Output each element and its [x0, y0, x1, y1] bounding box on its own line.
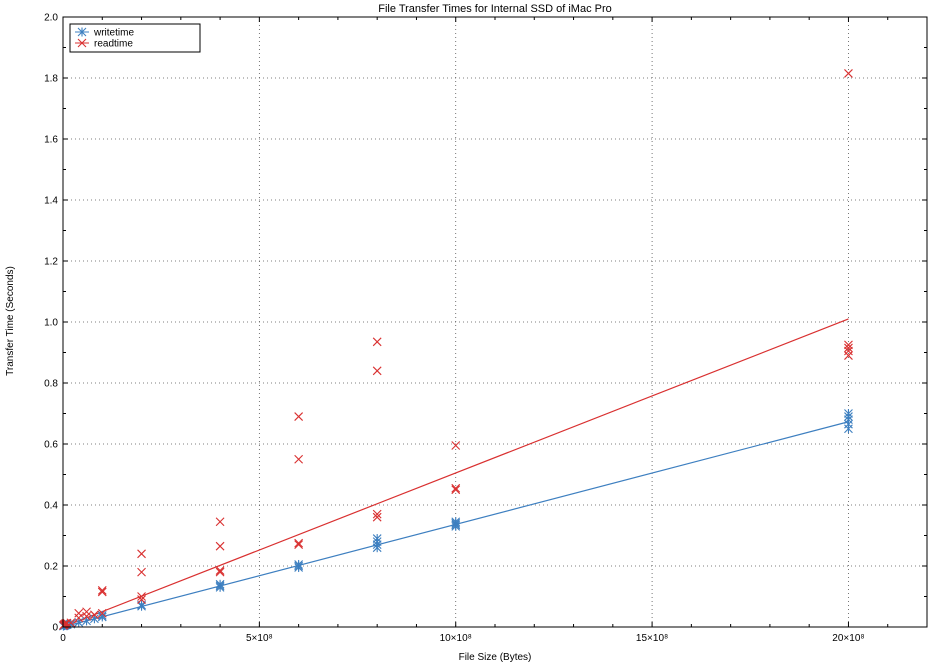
x-axis-label: File Size (Bytes) — [459, 652, 532, 663]
writetime-point — [844, 409, 853, 418]
readtime-point — [215, 517, 225, 527]
y-axis-label: Transfer Time (Seconds) — [5, 266, 16, 376]
readtime-point — [294, 412, 304, 421]
grid-lines — [63, 17, 927, 627]
writetime-legend-label: writetime — [93, 28, 134, 39]
writetime-point — [97, 610, 107, 620]
readtime-point — [90, 610, 99, 620]
chart-title: File Transfer Times for Internal SSD of … — [378, 3, 612, 15]
writetime-point — [451, 517, 461, 527]
y-tick-label: 0 — [52, 623, 58, 634]
x-tick-label: 5×10⁸ — [246, 633, 273, 644]
readtime-point — [97, 608, 107, 618]
readtime-point — [451, 483, 461, 493]
readtime-point — [844, 343, 853, 353]
writetime-point — [82, 616, 91, 626]
y-tick-label: 0.8 — [44, 379, 58, 390]
writetime-point — [294, 559, 304, 569]
y-tick-label: 1.8 — [44, 74, 58, 85]
readtime-point — [372, 509, 382, 519]
readtime-point — [215, 541, 225, 551]
y-tick-label: 0.4 — [44, 501, 58, 512]
readtime-fit-line — [62, 318, 849, 628]
readtime-point — [844, 340, 853, 350]
readtime-point — [137, 549, 146, 559]
readtime-point — [215, 566, 225, 575]
readtime-point — [97, 587, 107, 597]
y-tick-label: 1.4 — [44, 196, 58, 207]
readtime-point — [66, 618, 76, 628]
x-tick-label: 15×10⁸ — [636, 633, 668, 644]
readtime-point — [74, 608, 84, 618]
legend-box — [69, 23, 201, 53]
readtime-point — [372, 512, 382, 522]
readtime-point — [451, 485, 461, 495]
y-tick-label: 1.0 — [44, 318, 58, 329]
readtime-point — [82, 607, 91, 617]
writetime-point — [90, 614, 99, 624]
readtime-point — [294, 454, 304, 464]
y-tick-label: 0.6 — [44, 440, 58, 451]
readtime-point — [215, 567, 225, 577]
y-tick-label: 0.2 — [44, 562, 58, 573]
x-tick-label: 20×10⁸ — [832, 633, 864, 644]
readtime-point — [137, 595, 146, 604]
y-tick-label: 1.2 — [44, 257, 58, 268]
readtime-point — [372, 337, 382, 347]
y-tick-label: 2.0 — [44, 13, 58, 24]
readtime-point — [97, 586, 107, 595]
y-tick-label: 1.6 — [44, 135, 58, 146]
x-tick-label: 0 — [60, 633, 66, 644]
readtime-point — [137, 567, 146, 577]
writetime-point — [215, 579, 225, 589]
writetime-point — [372, 534, 382, 544]
readtime-point — [844, 351, 853, 360]
readtime-point — [137, 592, 146, 601]
axis-ticks: 0 0.2 0.4 0.6 0.8 1.0 1.2 1.4 1.6 1.8 2.0 0 5×10⁸ 10×… — [44, 13, 927, 644]
readtime-point — [844, 69, 853, 78]
readtime-point — [294, 538, 304, 548]
readtime-point — [62, 618, 72, 628]
readtime-point — [372, 366, 382, 376]
readtime-legend-label: readtime — [94, 39, 133, 50]
readtime-point — [451, 441, 461, 450]
readtime-point — [294, 540, 304, 550]
x-tick-label: 10×10⁸ — [440, 633, 472, 644]
